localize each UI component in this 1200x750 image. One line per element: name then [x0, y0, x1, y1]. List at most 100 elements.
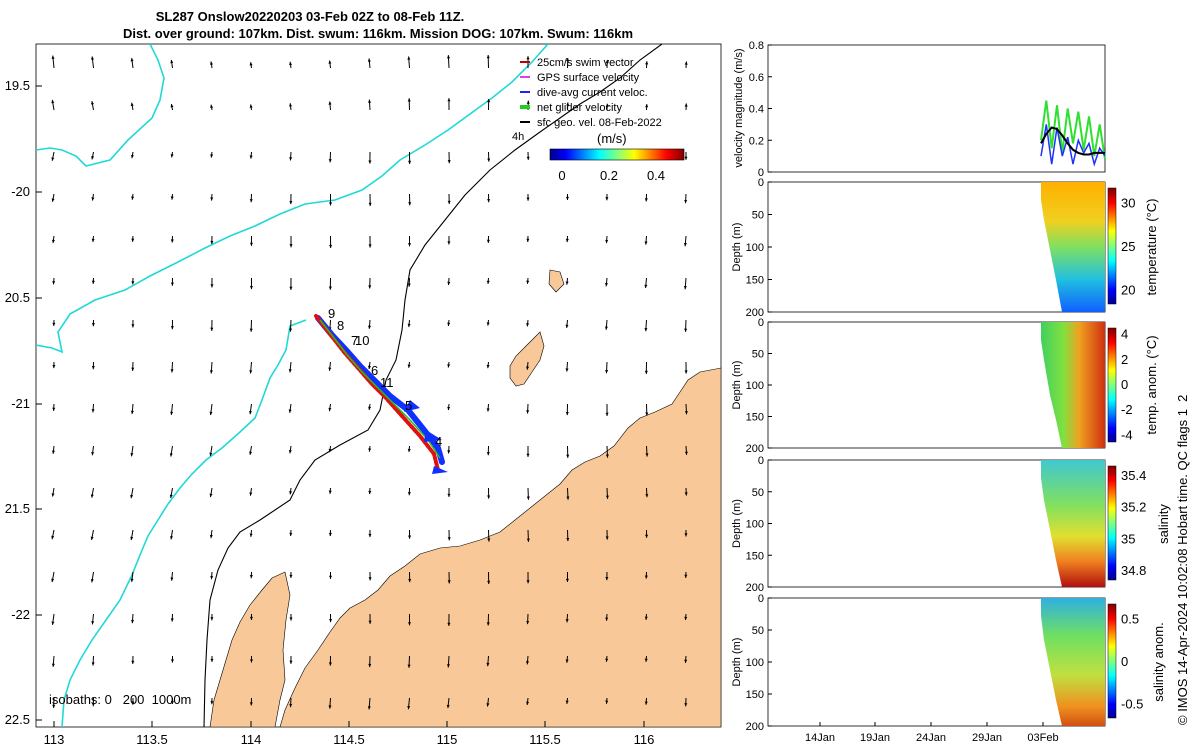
velocity-arrowhead [368, 285, 372, 289]
velocity-arrowhead [249, 702, 253, 706]
panel-ylabel: Depth (m) [731, 223, 743, 272]
velocity-arrowhead [486, 239, 490, 243]
time-tick-label: 14Jan [805, 732, 835, 744]
velocity-arrowhead [249, 328, 253, 332]
legend-gps-velocity: GPS surface velocity [537, 72, 640, 84]
panel-ylabel: Depth (m) [731, 638, 743, 687]
colorbar-tick-label: 35.4 [1121, 468, 1146, 483]
panel-ytick-label: 0 [758, 167, 764, 179]
velocity-arrowhead [91, 156, 95, 160]
colorbar-tick-1: 0.2 [600, 168, 618, 183]
velocity-arrowhead [367, 706, 371, 710]
velocity-arrowhead [566, 454, 570, 458]
waypoint-5: 5 [405, 398, 412, 413]
velocity-arrowhead [130, 154, 134, 159]
velocity-arrowhead [328, 532, 332, 537]
waypoint-9: 9 [328, 306, 335, 321]
colorbar-tick-0: 0 [558, 168, 565, 183]
velocity-arrowhead [210, 284, 214, 288]
velocity-arrowhead [684, 370, 688, 374]
glider-track-arrowhead-3 [432, 466, 448, 474]
velocity-arrowhead [210, 104, 214, 109]
map-xtick-label: 113 [44, 732, 65, 747]
velocity-arrowhead [526, 620, 530, 625]
velocity-arrowhead [131, 196, 135, 200]
velocity-arrowhead [407, 283, 411, 287]
velocity-arrowhead [565, 578, 569, 582]
velocity-arrowhead [289, 574, 293, 579]
velocity-arrowhead [289, 617, 293, 621]
velocity-arrowhead [328, 407, 332, 412]
velocity-arrowhead [684, 451, 688, 455]
velocity-arrowhead [565, 700, 569, 704]
waypoint-4: 4 [435, 434, 442, 449]
velocity-arrowhead [447, 406, 451, 411]
velocity-arrowhead [368, 620, 372, 624]
velocity-arrowhead [526, 496, 530, 500]
velocity-arrowhead [447, 450, 451, 454]
velocity-arrowhead [130, 578, 134, 582]
velocity-arrowhead [51, 535, 55, 540]
colorbar-tick-label: 2 [1121, 352, 1128, 367]
velocity-arrowhead [170, 196, 174, 200]
velocity-arrowhead [526, 197, 530, 201]
velocity-arrowhead [170, 536, 174, 540]
velocity-arrowhead [210, 197, 214, 201]
velocity-arrowhead [565, 196, 570, 201]
velocity-arrowhead [131, 324, 135, 328]
velocity-arrowhead [684, 616, 688, 620]
land-islet [548, 269, 565, 293]
velocity-arrowhead [288, 450, 292, 454]
velocity-arrowhead [51, 663, 55, 667]
velocity-arrowhead [170, 659, 174, 663]
velocity-arrowhead [604, 326, 608, 330]
panel-ytick-label: 0 [758, 455, 764, 467]
panel-ytick-label: 50 [752, 210, 764, 222]
map-ytick-label: -20 [11, 184, 30, 199]
velocity-arrowhead [51, 621, 55, 625]
velocity-arrowhead [486, 662, 490, 667]
sal-anom-cblabel: salinity anom. [1151, 622, 1166, 701]
velocity-arrowhead [447, 364, 451, 368]
panel-ytick-label: 100 [746, 657, 764, 669]
velocity-arrowhead [526, 366, 530, 370]
colorbar-tick-2: 0.4 [647, 168, 665, 183]
colorbar-tick-label: 20 [1121, 282, 1135, 297]
velocity-arrowhead [605, 454, 609, 458]
velocity-arrowhead [645, 453, 649, 457]
velocity-arrowhead [368, 202, 372, 206]
velocity-arrowhead [367, 365, 372, 370]
map-axis-ticks: 113 113.5 114 114.5 115 115.5 11619.5-2020.5-2… [5, 78, 655, 747]
velocity-arrowhead [90, 494, 94, 498]
salinity-panel: salinity [767, 459, 1171, 588]
velocity-arrowhead [249, 410, 253, 415]
isobath-0m-cyan [36, 44, 549, 727]
velocity-arrowhead [486, 280, 490, 284]
panel-ytick-label: 0 [758, 593, 764, 605]
velocity-arrowhead [645, 412, 649, 416]
velocity-arrowhead [328, 490, 332, 494]
colorbar-tick-label: 4 [1121, 327, 1128, 342]
map-ytick-label: 22.5 [5, 712, 30, 727]
title-line-2: Dist. over ground: 107km. Dist. swum: 11… [123, 26, 633, 41]
velocity-arrowhead [90, 579, 94, 583]
velocity-arrowhead [605, 239, 609, 244]
velocity-arrowhead [328, 159, 332, 163]
velocity-arrowhead [328, 202, 333, 206]
panel-ytick-label: 100 [746, 242, 764, 254]
velocity-arrowhead [684, 411, 688, 415]
velocity-arrowhead [169, 453, 173, 457]
waypoint-7: 7 [351, 333, 358, 348]
land-mainland [279, 367, 721, 727]
velocity-arrowhead [368, 406, 372, 410]
legend-swim-vector: 25cm/s swim vector [537, 57, 634, 69]
colorbar-tick-label: -4 [1121, 427, 1133, 442]
legend-net-glider: net glider velocity [537, 102, 622, 114]
velocity-arrowhead [249, 199, 253, 203]
velocity-arrowhead [447, 537, 451, 541]
velocity-arrowhead [487, 538, 491, 542]
velocity-arrowhead [605, 103, 609, 107]
velocity-arrowhead [91, 409, 95, 413]
velocity-arrowhead [645, 104, 649, 108]
